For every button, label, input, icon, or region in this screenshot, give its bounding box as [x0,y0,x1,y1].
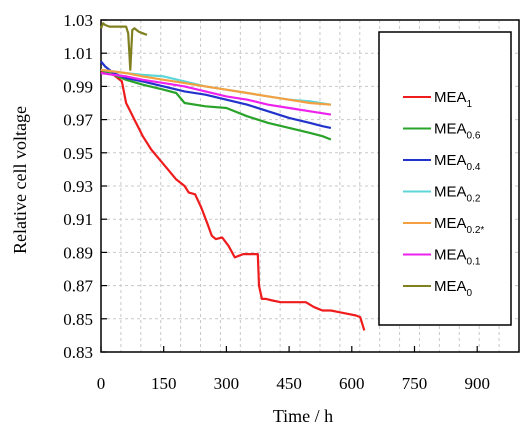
series-line-5 [100,72,332,116]
x-tick-label: 150 [151,374,177,393]
x-tick-label: 450 [276,374,302,393]
x-tick-label: 900 [464,374,490,393]
y-tick-label: 0.95 [63,144,93,163]
y-tick-label: 0.99 [63,77,93,96]
x-axis-label: Time / h [273,406,333,426]
x-tick-label: 600 [339,374,365,393]
y-tick-label: 0.91 [63,210,93,229]
y-tick-label: 0.83 [63,343,93,362]
x-axis-ticks: 0 150 300 450 600 750 900 [97,346,490,393]
series-line-1 [100,68,332,141]
y-tick-label: 0.87 [63,277,93,296]
y-axis-ticks: 0.83 0.85 0.87 0.89 0.91 0.93 0.95 0.97 0.99 1.01… [63,11,107,362]
x-tick-label: 300 [214,374,240,393]
series-layer [99,22,366,331]
y-tick-label: 0.85 [63,310,93,329]
series-line-0 [100,70,366,331]
x-tick-label: 750 [402,374,428,393]
x-tick-label: 0 [97,374,106,393]
y-tick-label: 1.03 [63,11,93,30]
series-line-4 [100,68,331,106]
y-axis-label: Relative cell voltage [10,106,30,254]
y-tick-label: 0.97 [63,111,93,130]
legend-entry-6: MEA0 [434,278,473,299]
y-tick-label: 1.01 [63,44,93,63]
y-tick-label: 0.93 [63,177,93,196]
legend-entry-0: MEA1 [434,89,473,110]
legend-box [378,31,512,326]
y-tick-label: 0.89 [63,243,93,262]
series-line-6 [99,22,148,71]
